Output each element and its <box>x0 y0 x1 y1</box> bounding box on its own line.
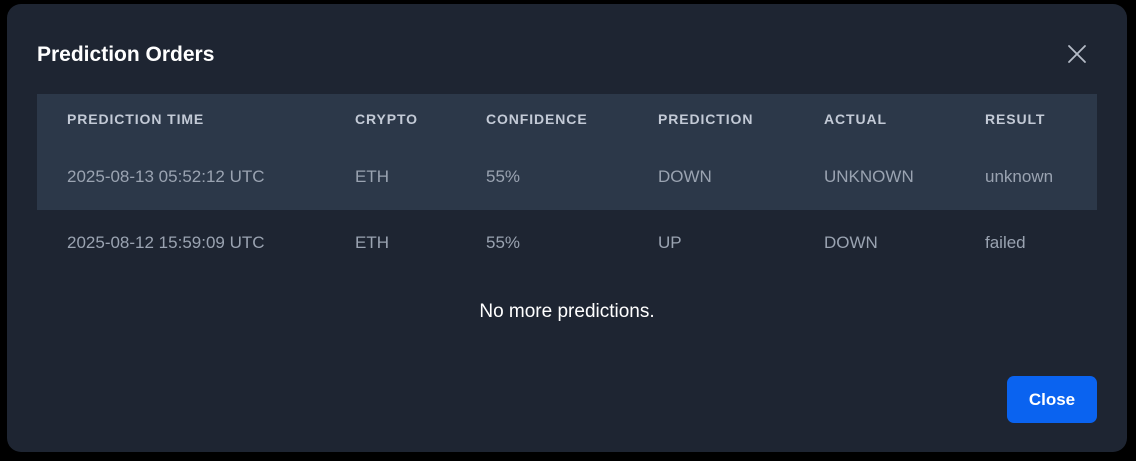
column-header-crypto: CRYPTO <box>355 111 418 127</box>
cell-result: unknown <box>985 167 1054 186</box>
no-more-predictions-message: No more predictions. <box>479 301 655 322</box>
modal-title: Prediction Orders <box>37 43 215 66</box>
cell-crypto: ETH <box>355 233 389 252</box>
table-row[interactable]: 2025-08-13 05:52:12 UTC ETH 55% DOWN UNK… <box>37 144 1097 210</box>
cell-confidence: 55% <box>486 167 521 186</box>
column-header-prediction-time: PREDICTION TIME <box>67 111 205 127</box>
close-button[interactable]: Close <box>1007 376 1097 423</box>
cell-actual: DOWN <box>824 233 878 252</box>
cell-prediction: UP <box>658 233 682 252</box>
column-header-actual: ACTUAL <box>824 111 887 127</box>
predictions-table: PREDICTION TIME CRYPTO CONFIDENCE PREDIC… <box>37 94 1097 276</box>
cell-actual: UNKNOWN <box>824 167 914 186</box>
cell-crypto: ETH <box>355 167 389 186</box>
prediction-orders-modal: Prediction Orders PREDICTION TIME CRYPTO… <box>7 4 1127 452</box>
column-header-confidence: CONFIDENCE <box>486 111 588 127</box>
cell-prediction-time: 2025-08-13 05:52:12 UTC <box>67 167 265 186</box>
column-header-result: RESULT <box>985 111 1046 127</box>
cell-confidence: 55% <box>486 233 521 252</box>
column-header-prediction: PREDICTION <box>658 111 754 127</box>
table-header-row: PREDICTION TIME CRYPTO CONFIDENCE PREDIC… <box>37 94 1097 144</box>
table-row[interactable]: 2025-08-12 15:59:09 UTC ETH 55% UP DOWN … <box>37 210 1097 276</box>
close-icon[interactable] <box>1065 42 1089 66</box>
cell-result: failed <box>985 233 1026 252</box>
cell-prediction-time: 2025-08-12 15:59:09 UTC <box>67 233 265 252</box>
cell-prediction: DOWN <box>658 167 712 186</box>
